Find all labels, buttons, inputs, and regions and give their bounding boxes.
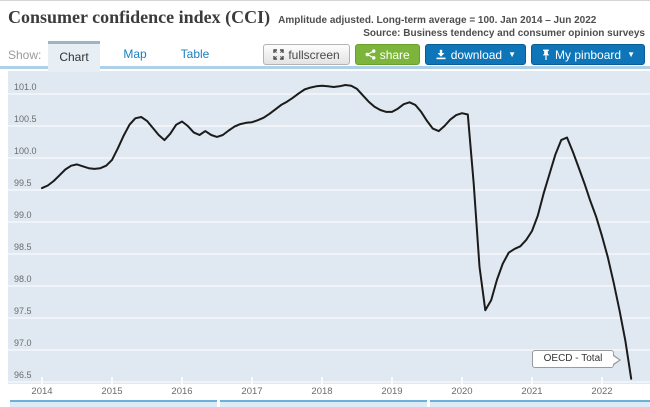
share-icon [365, 49, 376, 60]
navigator-segment[interactable] [10, 400, 217, 407]
page-title: Consumer confidence index (CCI) [8, 7, 271, 27]
show-label: Show: [8, 48, 42, 62]
source-note: Source: Business tendency and consumer o… [363, 28, 645, 39]
share-label: share [379, 47, 410, 62]
toolbar-separator [0, 66, 650, 69]
svg-text:99.0: 99.0 [14, 210, 32, 220]
fullscreen-label: fullscreen [288, 47, 340, 62]
pinboard-label: My pinboard [555, 47, 622, 62]
fullscreen-button[interactable]: fullscreen [263, 44, 350, 65]
svg-text:101.0: 101.0 [14, 82, 37, 92]
download-caret-icon: ▼ [508, 50, 517, 59]
x-axis-labels: 2014 2015 2016 2017 2018 2019 2020 2021 2022 [0, 384, 650, 400]
download-button[interactable]: download ▼ [424, 44, 527, 65]
x-axis-tick-label: 2015 [101, 386, 123, 397]
x-axis-tick-label: 2016 [171, 386, 193, 397]
header: Consumer confidence index (CCI) Amplitud… [0, 1, 650, 41]
svg-text:98.0: 98.0 [14, 274, 32, 284]
cci-line-chart[interactable]: 101.0 100.5 100.0 99.5 99.0 98.5 98.0 97.5 97.0 9… [8, 71, 650, 384]
toolbar: Show: Chart Map Table fullscreen [0, 41, 650, 72]
pinboard-caret-icon: ▼ [627, 50, 635, 59]
share-button[interactable]: share [354, 44, 420, 65]
svg-text:98.5: 98.5 [14, 242, 32, 252]
x-axis-tick-label: 2018 [311, 386, 333, 397]
chart-subtitle: Amplitude adjusted. Long-term average = … [278, 15, 597, 26]
x-axis-tick-label: 2020 [451, 386, 473, 397]
tab-table[interactable]: Table [180, 47, 210, 61]
chart-navigator-scrollbar[interactable] [10, 400, 650, 407]
svg-text:97.5: 97.5 [14, 306, 32, 316]
pin-icon [541, 49, 551, 61]
navigator-segment[interactable] [220, 400, 427, 407]
fullscreen-icon [273, 49, 285, 60]
download-icon [435, 49, 447, 60]
x-axis-tick-label: 2021 [521, 386, 543, 397]
navigator-gap [217, 400, 220, 407]
series-label[interactable]: OECD - Total [532, 350, 621, 368]
x-axis-tick-label: 2022 [591, 386, 613, 397]
tab-chart[interactable]: Chart [48, 41, 100, 72]
download-label: download [450, 47, 503, 62]
svg-text:100.5: 100.5 [14, 114, 37, 124]
tab-map[interactable]: Map [123, 47, 147, 61]
navigator-gap [427, 400, 430, 407]
svg-text:100.0: 100.0 [14, 146, 37, 156]
svg-text:96.5: 96.5 [14, 370, 32, 380]
x-axis-tick-label: 2019 [381, 386, 403, 397]
svg-text:99.5: 99.5 [14, 178, 32, 188]
chart-area: 101.0 100.5 100.0 99.5 99.0 98.5 98.0 97.5 97.0 9… [0, 71, 650, 407]
my-pinboard-button[interactable]: My pinboard ▼ [531, 44, 645, 65]
navigator-segment[interactable] [430, 400, 650, 407]
x-axis-tick-label: 2014 [31, 386, 53, 397]
svg-text:97.0: 97.0 [14, 338, 32, 348]
x-axis-tick-label: 2017 [241, 386, 263, 397]
